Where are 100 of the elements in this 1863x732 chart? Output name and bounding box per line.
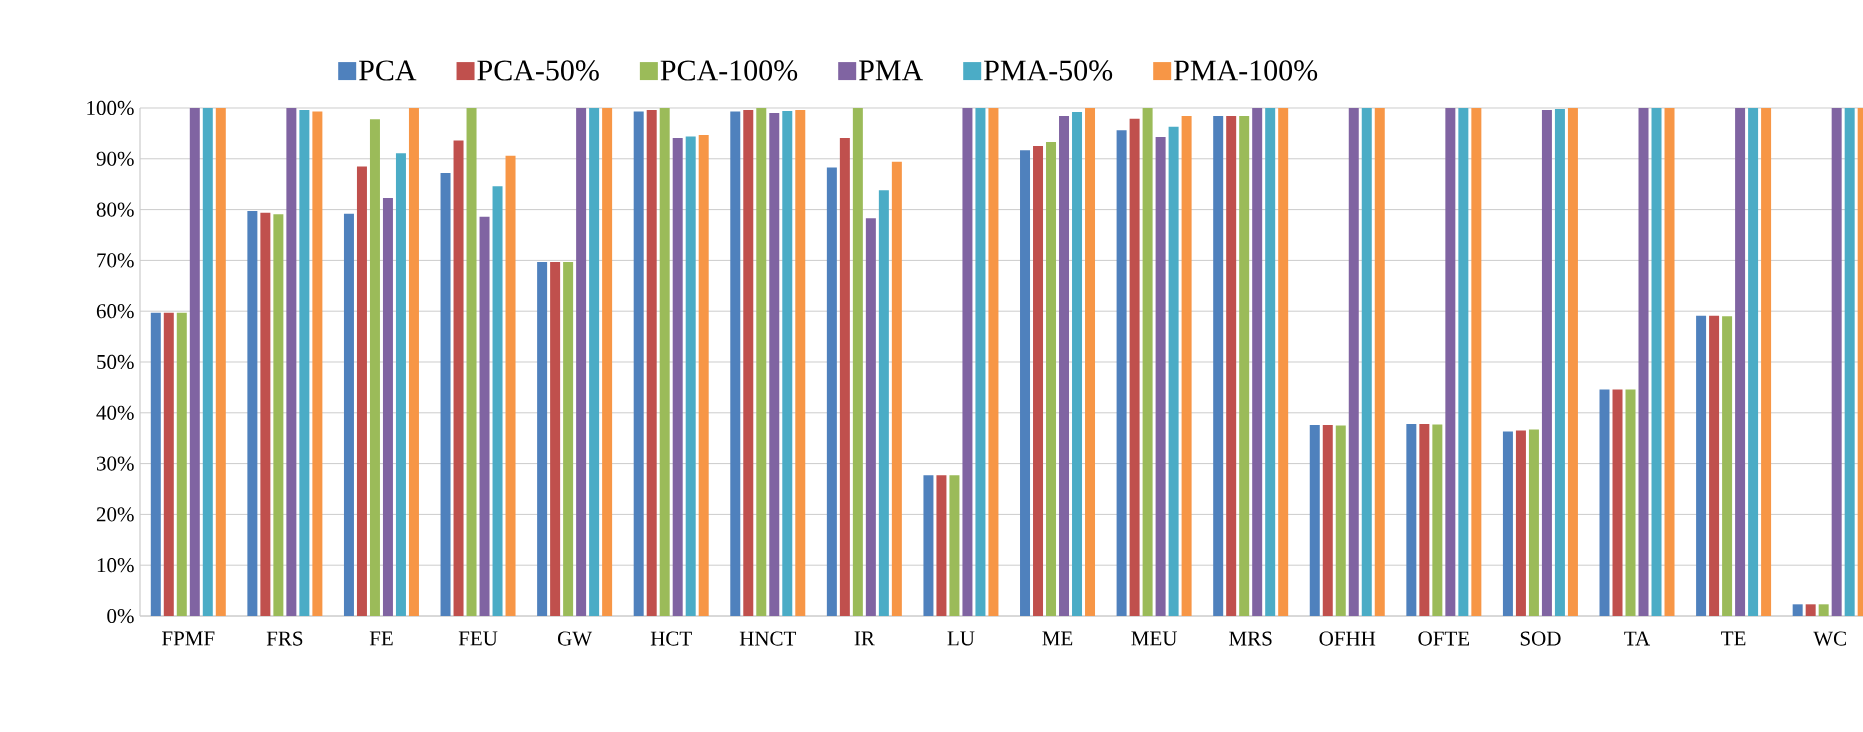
bar: [1129, 118, 1140, 616]
bar: [698, 134, 709, 616]
bar: [1599, 389, 1610, 616]
bar: [1445, 107, 1456, 616]
y-tick-label: 70%: [97, 253, 134, 268]
bar: [1213, 116, 1224, 616]
legend-label: PMA-50%: [984, 60, 1113, 81]
y-tick-label: 90%: [96, 151, 134, 166]
x-tick-label: MRS: [1229, 631, 1272, 646]
bar: [395, 153, 406, 616]
bar: [1265, 107, 1276, 616]
x-tick-label: SOD: [1520, 631, 1561, 646]
bar: [852, 107, 863, 616]
legend-label: PCA-100%: [660, 60, 798, 81]
legend-label: PCA: [359, 60, 417, 81]
x-tick-label: IR: [854, 631, 875, 646]
x-tick-label: HNCT: [739, 631, 797, 646]
bar: [1168, 126, 1179, 616]
x-tick-label: ME: [1042, 631, 1073, 646]
x-tick-label: MEU: [1131, 631, 1177, 646]
bar: [1458, 107, 1469, 616]
x-tick-label: FEU: [458, 631, 498, 646]
bar: [1625, 389, 1636, 616]
bar: [453, 140, 464, 616]
bar: [189, 107, 200, 616]
y-tick-label: 60%: [96, 304, 134, 319]
y-tick-label: 10%: [97, 558, 134, 573]
bar: [923, 475, 934, 616]
bar: [150, 312, 161, 616]
bar: [1335, 425, 1346, 616]
bar: [769, 113, 780, 616]
bar: [1322, 424, 1333, 616]
bar: [312, 111, 323, 616]
bar: [1033, 146, 1044, 616]
bar: [1181, 116, 1192, 616]
bar: [1805, 604, 1816, 616]
bar: [1419, 423, 1430, 616]
bar: [1116, 130, 1127, 616]
bar: [756, 107, 767, 616]
x-tick-label: HCT: [650, 631, 692, 646]
bar: [839, 137, 850, 616]
bar: [1696, 315, 1707, 616]
bar: [1239, 116, 1250, 616]
bar: [1664, 107, 1675, 616]
bar: [382, 197, 393, 616]
bar: [685, 136, 696, 616]
y-tick-label: 80%: [96, 202, 134, 217]
bar: [299, 110, 310, 616]
bar: [1554, 109, 1565, 616]
bar: [215, 107, 226, 616]
bar: [1567, 107, 1578, 616]
bar: [1309, 424, 1320, 616]
bar: [730, 111, 741, 616]
x-tick-label: LU: [947, 631, 975, 646]
bar: [1638, 107, 1649, 616]
bar: [1761, 107, 1772, 616]
x-tick-label: OFTE: [1418, 631, 1470, 646]
bar: [1348, 107, 1359, 616]
bar: [273, 214, 284, 616]
bar: [633, 111, 644, 616]
bar: [408, 107, 419, 616]
y-tick-label: 50%: [97, 354, 134, 370]
bar: [1831, 107, 1842, 616]
bar: [1085, 107, 1096, 616]
x-tick-label: TA: [1624, 631, 1651, 646]
bar: [865, 218, 876, 616]
bar: [1374, 107, 1385, 616]
bar: [1471, 107, 1482, 616]
bar: [202, 107, 213, 616]
bar: [163, 312, 174, 616]
bar: [1709, 315, 1720, 616]
bar: [1252, 107, 1263, 616]
bar: [1515, 430, 1526, 616]
bar: [1072, 112, 1083, 616]
x-tick-label: OFHH: [1319, 631, 1376, 646]
bar: [1528, 429, 1539, 616]
bar: [1020, 150, 1031, 616]
bar: [440, 173, 451, 616]
bar: [1792, 604, 1803, 616]
bar: [1142, 107, 1153, 616]
x-tick-label: GW: [557, 631, 593, 646]
bar: [466, 107, 477, 616]
bar: [1406, 423, 1417, 616]
bar: [659, 107, 670, 616]
bar: [962, 107, 973, 616]
bar: [1748, 107, 1759, 616]
bar: [286, 107, 297, 616]
bar: [550, 261, 561, 616]
bar: [1361, 107, 1372, 616]
x-tick-label: FRS: [266, 631, 303, 646]
legend-label: PCA-50%: [477, 60, 599, 81]
bar: [176, 312, 187, 616]
bar: [975, 107, 986, 616]
bar: [343, 213, 354, 616]
bar: [1502, 431, 1513, 616]
bar: [260, 212, 271, 616]
bar: [1059, 116, 1070, 616]
bar: [743, 110, 754, 616]
bar: [782, 111, 793, 616]
x-tick-label: TE: [1721, 631, 1746, 646]
